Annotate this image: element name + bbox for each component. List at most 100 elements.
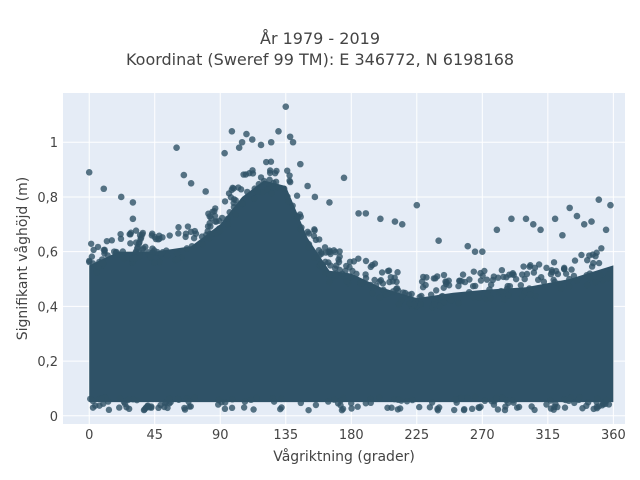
data-point [339,405,347,413]
data-point [592,279,599,286]
data-point [573,277,581,284]
data-point [221,405,229,413]
data-point [282,103,290,110]
data-point [108,237,116,244]
data-point [181,404,188,412]
data-point [497,287,505,295]
data-point [237,186,245,193]
data-point [389,278,396,285]
data-point [117,230,124,238]
data-point [493,226,501,234]
data-point [523,270,531,278]
x-tick-label: 360 [601,428,626,443]
data-point [578,251,585,259]
data-point [475,294,482,301]
data-point [289,138,297,146]
data-point [559,231,566,239]
data-point [367,399,374,407]
data-point [503,274,510,281]
data-point [520,263,527,270]
data-point [354,403,361,410]
data-point [202,188,209,195]
data-point [241,398,249,405]
data-point [240,404,248,411]
data-point [166,232,173,239]
data-point [148,232,155,239]
data-point [166,395,173,402]
data-point [221,149,228,157]
data-point [251,195,258,202]
x-tick-label: 0 [85,428,93,443]
data-point [212,218,219,225]
data-point [362,271,369,278]
data-point [377,215,384,223]
data-point [286,177,293,184]
data-point [598,245,605,252]
data-point [416,403,423,411]
data-point [100,185,108,193]
data-point [326,278,333,286]
data-point [594,395,601,402]
data-point [566,204,573,212]
y-axis-ticks: 0 0,2 0,4 0,6 0,8 1 [37,136,58,425]
data-point [270,398,278,405]
data-point [249,167,256,174]
data-point [129,199,137,206]
y-tick-label: 0,4 [37,300,58,315]
data-point [513,404,521,411]
data-point [455,300,462,307]
data-point [580,221,588,228]
data-point [583,402,590,410]
data-point [566,275,573,283]
data-point [458,394,465,401]
data-point [362,400,370,407]
data-point [455,282,462,290]
data-point [440,284,447,291]
data-point [255,180,263,188]
data-point [543,264,550,272]
data-point [244,188,251,196]
data-point [272,178,280,186]
data-point [348,405,355,412]
data-point [228,404,236,412]
data-point [505,292,512,299]
data-point [468,405,476,413]
data-point [116,404,123,411]
data-point [164,404,171,412]
data-point [471,282,479,290]
data-point [132,227,140,234]
data-point [124,396,132,404]
data-point [100,400,107,407]
data-point [340,174,348,182]
data-point [371,260,379,267]
data-point [199,240,207,248]
data-point [116,395,124,402]
data-point [191,394,198,401]
x-tick-label: 270 [470,428,495,443]
data-point [87,395,94,403]
data-point [271,170,279,177]
data-point [88,253,96,260]
data-point [470,293,477,301]
data-point [230,199,237,207]
data-point [547,397,554,404]
data-point [240,171,247,178]
data-point [278,404,285,411]
data-point [347,274,354,281]
data-point [163,252,171,260]
data-point [432,287,440,294]
data-point [483,276,491,283]
data-point [588,218,595,225]
data-point [434,405,441,413]
data-point [312,401,320,409]
data-point [335,258,343,266]
data-point [103,237,111,245]
data-point [508,215,515,223]
data-point [229,184,236,192]
data-point [86,258,93,266]
data-point [243,130,250,138]
data-point [268,190,275,197]
data-point [277,395,285,403]
data-point [355,255,362,262]
y-tick-label: 0 [50,410,58,425]
